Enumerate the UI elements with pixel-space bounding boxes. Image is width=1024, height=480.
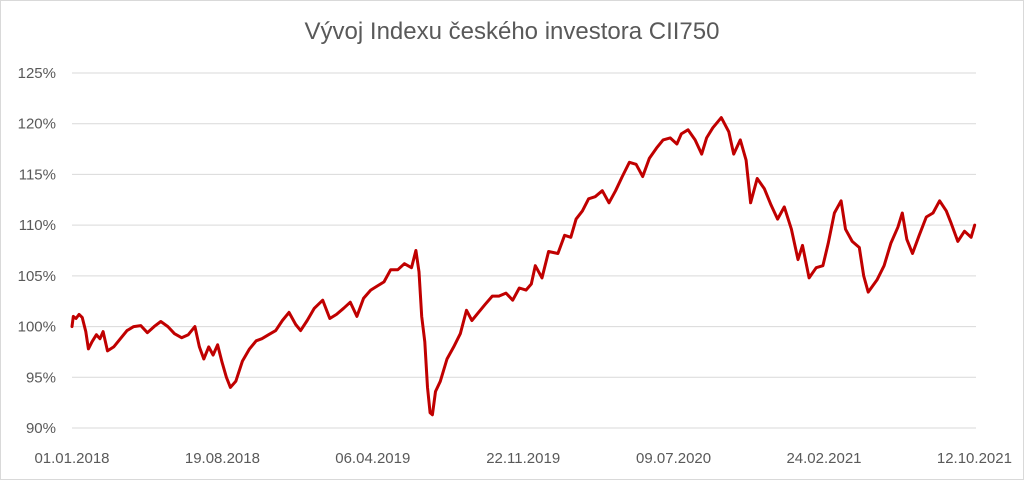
chart-title: Vývoj Indexu českého investora CII750 <box>304 18 720 45</box>
y-tick-label: 105% <box>18 268 56 285</box>
y-tick-label: 100% <box>18 319 56 336</box>
y-tick-label: 90% <box>26 420 56 437</box>
x-tick-label: 01.01.2018 <box>34 450 109 467</box>
x-tick-label: 12.10.2021 <box>937 450 1012 467</box>
y-tick-label: 115% <box>19 166 56 183</box>
x-axis-ticks: 01.01.2018 19.08.2018 06.04.2019 22.11.2019… <box>34 450 1012 467</box>
x-tick-label: 24.02.2021 <box>786 450 861 467</box>
gridlines <box>72 72 976 378</box>
x-tick-label: 19.08.2018 <box>185 450 260 467</box>
y-axis-ticks: 90% 95% 100% 105% 110% 115% 120% 125% <box>18 65 56 437</box>
x-tick-label: 22.11.2019 <box>486 450 560 467</box>
y-tick-label: 120% <box>18 116 56 133</box>
y-tick-label: 125% <box>18 65 56 82</box>
series-layer <box>70 116 977 417</box>
y-tick-label: 95% <box>26 369 56 386</box>
y-tick-label: 110% <box>19 217 56 234</box>
series-line <box>70 116 977 417</box>
x-tick-label: 09.07.2020 <box>636 450 711 467</box>
x-tick-label: 06.04.2019 <box>335 450 410 467</box>
